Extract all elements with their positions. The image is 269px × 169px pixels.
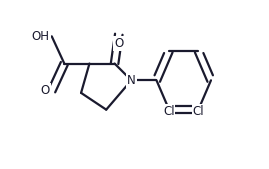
Text: O: O <box>40 84 50 97</box>
Text: Cl: Cl <box>163 105 175 118</box>
Text: N: N <box>127 74 136 87</box>
Text: O: O <box>114 37 123 50</box>
Text: OH: OH <box>32 30 50 43</box>
Text: Cl: Cl <box>193 105 204 118</box>
